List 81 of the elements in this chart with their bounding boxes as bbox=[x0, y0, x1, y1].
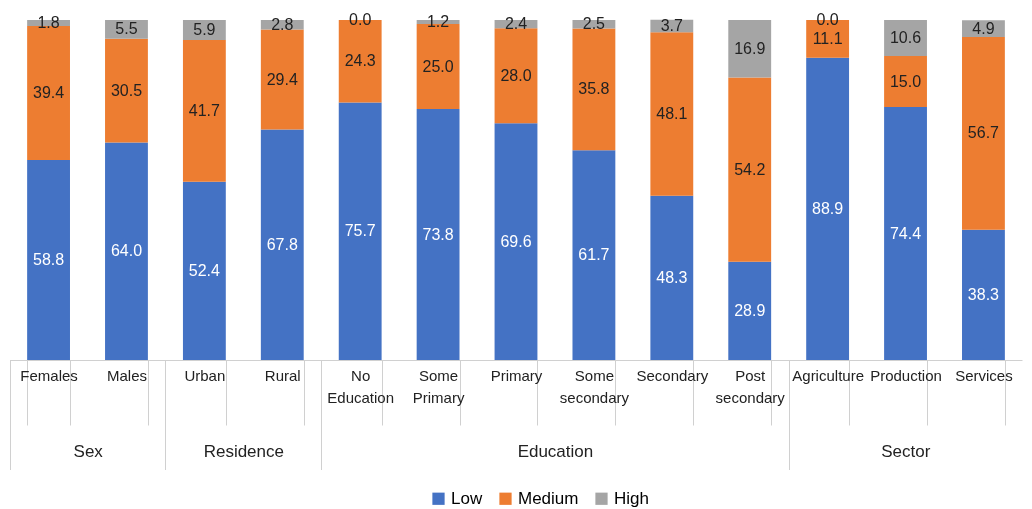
data-label: 16.9 bbox=[734, 39, 766, 57]
data-label: 3.7 bbox=[660, 16, 684, 34]
text: Residence bbox=[202, 442, 285, 462]
x-tick-label: Females bbox=[20, 366, 78, 384]
x-tick-label: Post secondary bbox=[715, 366, 786, 406]
data-label: 28.0 bbox=[500, 66, 532, 84]
x-tick-label: Primary bbox=[490, 366, 543, 384]
bar bbox=[338, 102, 382, 360]
bar bbox=[27, 26, 70, 161]
data-label: 10.6 bbox=[889, 29, 922, 47]
data-label: 5.5 bbox=[115, 20, 138, 38]
x-tick-label: Some secondary bbox=[559, 366, 630, 406]
text: Sex bbox=[72, 442, 104, 462]
bar bbox=[105, 38, 148, 143]
data-label: 35.8 bbox=[578, 80, 610, 98]
data-label: 29.4 bbox=[266, 70, 298, 88]
text: Education bbox=[516, 442, 595, 462]
bar bbox=[494, 123, 538, 360]
bar bbox=[572, 28, 616, 151]
bar bbox=[182, 181, 226, 360]
data-label: 58.8 bbox=[32, 251, 65, 269]
data-label: 56.7 bbox=[967, 124, 1000, 142]
data-label: 41.7 bbox=[188, 101, 221, 119]
data-label: 15.0 bbox=[889, 72, 922, 90]
x-tick-label: Secondary bbox=[636, 366, 709, 384]
data-label: 30.5 bbox=[110, 81, 143, 99]
bar bbox=[728, 261, 772, 360]
data-label: 64.0 bbox=[110, 242, 143, 260]
x-tick-label: No Education bbox=[327, 366, 395, 406]
x-tick-label: Males bbox=[106, 366, 147, 384]
data-label: 39.4 bbox=[32, 84, 65, 102]
data-label: 2.4 bbox=[504, 15, 528, 33]
bar bbox=[728, 77, 772, 262]
data-label: 54.2 bbox=[734, 160, 766, 178]
data-label: 48.1 bbox=[656, 105, 688, 123]
bar bbox=[105, 142, 148, 360]
data-label: 52.4 bbox=[188, 261, 221, 279]
legend-label: Medium bbox=[518, 488, 579, 508]
data-label: 73.8 bbox=[422, 225, 454, 243]
bar bbox=[572, 150, 616, 360]
bar bbox=[806, 57, 850, 360]
x-tick-label: Services bbox=[955, 366, 1013, 384]
x-tick-label: Some Primary bbox=[412, 366, 465, 406]
bar bbox=[962, 229, 1005, 360]
data-label: 24.3 bbox=[344, 52, 376, 70]
data-label: 61.7 bbox=[578, 246, 610, 264]
text: Sector bbox=[880, 442, 932, 462]
bar bbox=[494, 28, 538, 124]
data-label: 48.3 bbox=[656, 268, 688, 286]
data-label: 69.6 bbox=[500, 232, 532, 250]
x-tick-label: Agriculture bbox=[792, 366, 864, 384]
x-tick-label: Urban bbox=[184, 366, 226, 384]
data-label: 67.8 bbox=[266, 235, 298, 253]
data-label: 75.7 bbox=[344, 222, 376, 240]
data-label: 2.8 bbox=[271, 15, 294, 33]
bar bbox=[962, 37, 1005, 230]
data-label: 0.0 bbox=[816, 11, 839, 28]
data-label: 11.1 bbox=[812, 29, 843, 47]
data-label: 5.9 bbox=[193, 21, 216, 39]
data-label: 25.0 bbox=[422, 57, 454, 75]
bar bbox=[884, 107, 927, 360]
data-label: 0.0 bbox=[349, 11, 372, 28]
bar bbox=[884, 56, 927, 108]
x-tick-label: Rural bbox=[264, 366, 301, 384]
data-label: 74.4 bbox=[889, 224, 922, 242]
data-label: 4.9 bbox=[972, 19, 995, 37]
data-label: 88.9 bbox=[812, 199, 844, 217]
legend-label: Low bbox=[451, 488, 483, 508]
data-label: 38.3 bbox=[967, 285, 1000, 303]
bar bbox=[650, 195, 694, 360]
bar bbox=[182, 40, 226, 182]
bar bbox=[416, 109, 460, 360]
x-tick-label: Production bbox=[870, 366, 942, 384]
data-label: 28.9 bbox=[734, 301, 766, 319]
bar bbox=[260, 29, 304, 130]
bar bbox=[27, 160, 70, 360]
bar bbox=[650, 32, 694, 196]
bar bbox=[728, 20, 772, 78]
data-label: 2.5 bbox=[582, 15, 606, 33]
bar bbox=[260, 129, 304, 360]
legend-label: High bbox=[614, 488, 649, 508]
